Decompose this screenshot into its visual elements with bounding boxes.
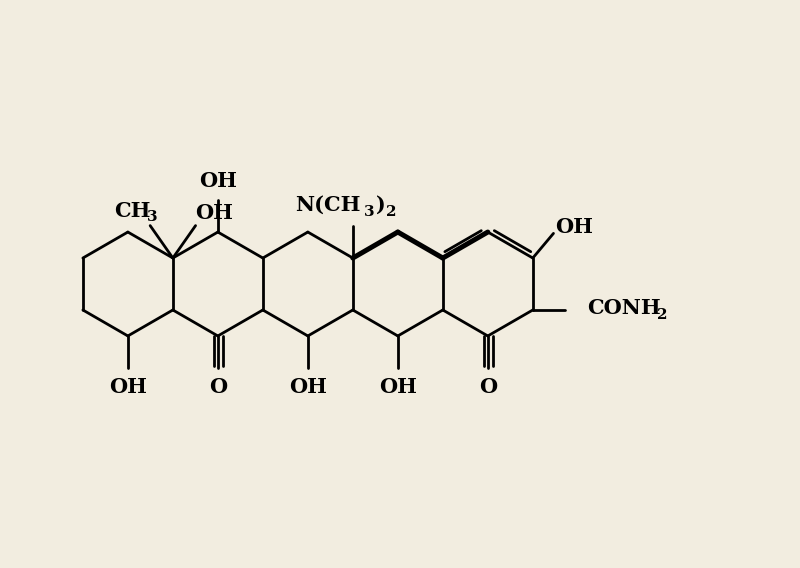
Text: CONH: CONH [587,298,662,318]
Text: O: O [209,377,227,397]
Text: OH: OH [109,377,147,397]
Text: N(CH: N(CH [295,195,361,215]
Text: 3: 3 [147,210,158,224]
Text: 2: 2 [386,204,396,219]
Text: CH: CH [114,201,151,221]
Text: OH: OH [379,377,417,397]
Text: OH: OH [289,377,327,397]
Text: OH: OH [199,171,237,191]
Text: ): ) [376,195,386,215]
Text: 2: 2 [657,308,668,322]
Text: OH: OH [555,218,594,237]
Text: 3: 3 [364,204,374,219]
Text: O: O [478,377,497,397]
Text: OH: OH [195,203,234,223]
